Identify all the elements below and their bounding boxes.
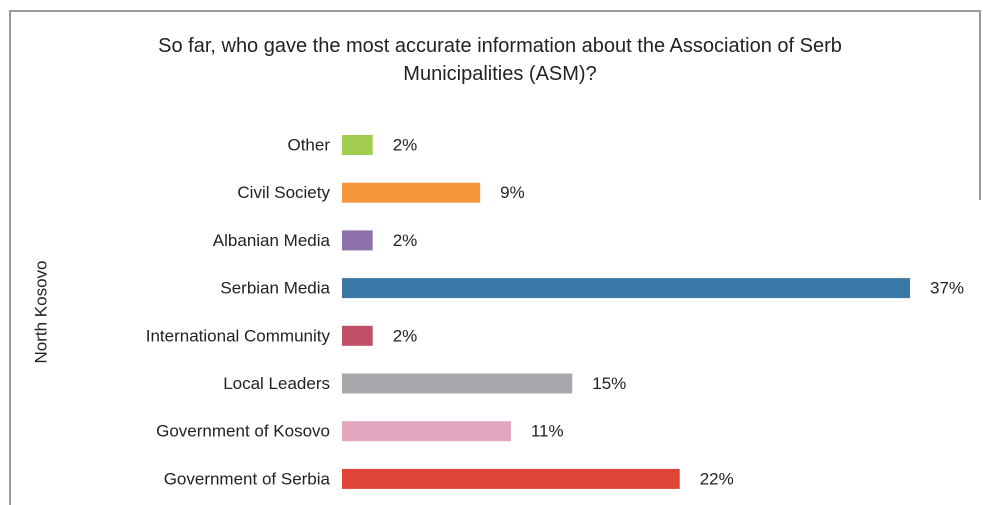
category-label: Civil Society xyxy=(237,183,330,202)
category-label: Albanian Media xyxy=(213,231,331,250)
bar xyxy=(342,278,910,299)
frame xyxy=(9,10,981,505)
bar xyxy=(342,230,373,251)
chart-title: So far, who gave the most accurate infor… xyxy=(158,35,842,85)
bar xyxy=(342,468,680,489)
bar xyxy=(342,421,511,442)
category-label: Serbian Media xyxy=(220,279,330,298)
category-label: Local Leaders xyxy=(223,374,330,393)
category-label: Other xyxy=(287,135,330,154)
bar xyxy=(342,373,573,394)
data-label: 22% xyxy=(700,469,734,488)
bar xyxy=(342,325,373,346)
y-axis-label: North Kosovo xyxy=(31,261,50,364)
data-label: 2% xyxy=(393,326,418,345)
data-label: 9% xyxy=(500,183,525,202)
data-label: 2% xyxy=(393,135,418,154)
category-label: International Community xyxy=(146,326,331,345)
data-label: 37% xyxy=(930,279,964,298)
bar xyxy=(342,135,373,155)
data-label: 15% xyxy=(592,374,626,393)
data-label: 11% xyxy=(531,422,564,441)
category-label: Government of Kosovo xyxy=(156,422,330,441)
bar xyxy=(342,182,481,203)
category-label: Government of Serbia xyxy=(164,469,331,488)
data-label: 2% xyxy=(393,231,418,250)
